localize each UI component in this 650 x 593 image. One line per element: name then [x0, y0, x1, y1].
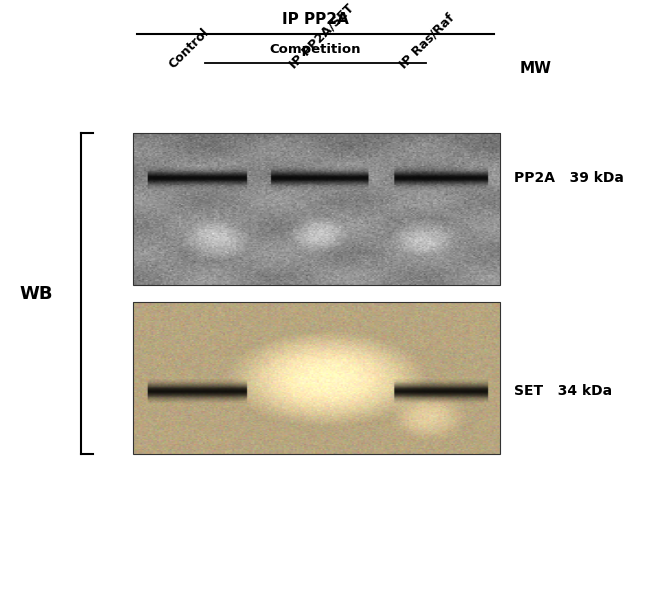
Text: IP PP2A/SET: IP PP2A/SET — [287, 2, 356, 71]
Text: PP2A   39 kDa: PP2A 39 kDa — [514, 171, 623, 184]
Text: WB: WB — [19, 285, 53, 302]
Text: IP Ras/Raf: IP Ras/Raf — [397, 11, 457, 71]
Bar — [133, 133, 501, 285]
Text: IP PP2A: IP PP2A — [282, 12, 348, 27]
Text: MW: MW — [520, 60, 552, 76]
Text: SET   34 kDa: SET 34 kDa — [514, 384, 612, 398]
Bar — [133, 302, 501, 454]
Text: Competition: Competition — [270, 43, 361, 56]
Text: Control: Control — [166, 26, 212, 71]
